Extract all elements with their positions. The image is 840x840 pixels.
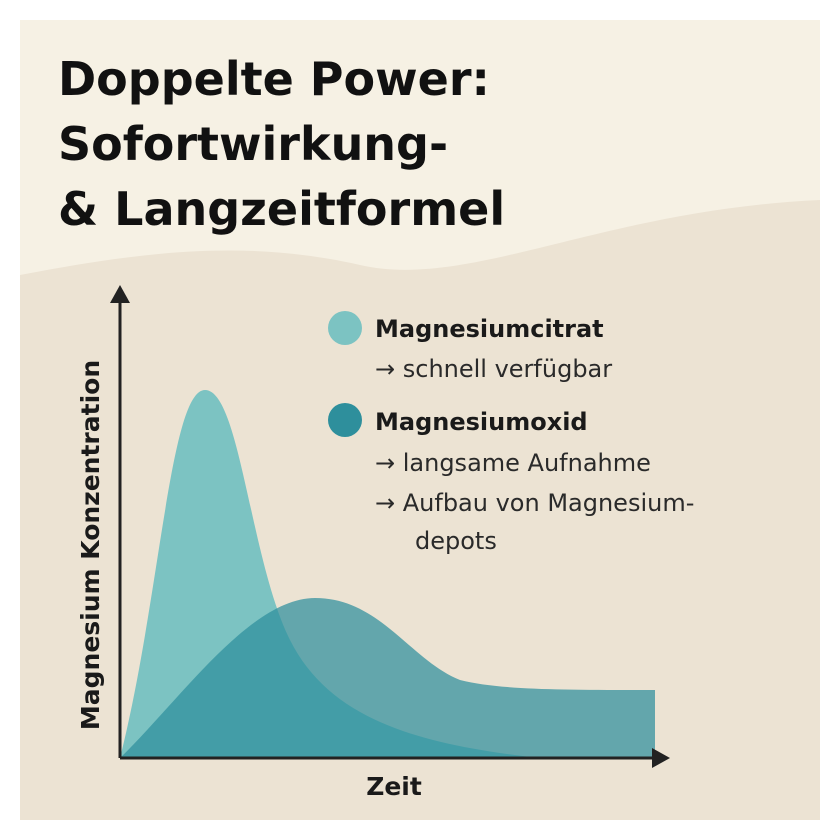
- legend-swatch: [328, 311, 362, 345]
- legend-note: → Aufbau von Magnesium-: [375, 489, 694, 517]
- legend-label: Magnesiumoxid: [375, 408, 588, 436]
- x-axis-label: Zeit: [366, 772, 422, 801]
- title-line: & Langzeitformel: [58, 182, 505, 236]
- y-axis-label: Magnesium Konzentration: [76, 360, 105, 730]
- legend-note: → langsame Aufnahme: [375, 449, 651, 477]
- title-line: Sofortwirkung-: [58, 117, 448, 171]
- legend-note: → schnell verfügbar: [375, 355, 612, 383]
- legend-label: Magnesiumcitrat: [375, 315, 604, 343]
- legend-note: depots: [415, 527, 497, 555]
- y-arrow: [110, 285, 130, 303]
- legend-swatch: [328, 403, 362, 437]
- x-arrow: [652, 748, 670, 768]
- title-line: Doppelte Power:: [58, 52, 490, 106]
- oxide-curve: [120, 598, 655, 758]
